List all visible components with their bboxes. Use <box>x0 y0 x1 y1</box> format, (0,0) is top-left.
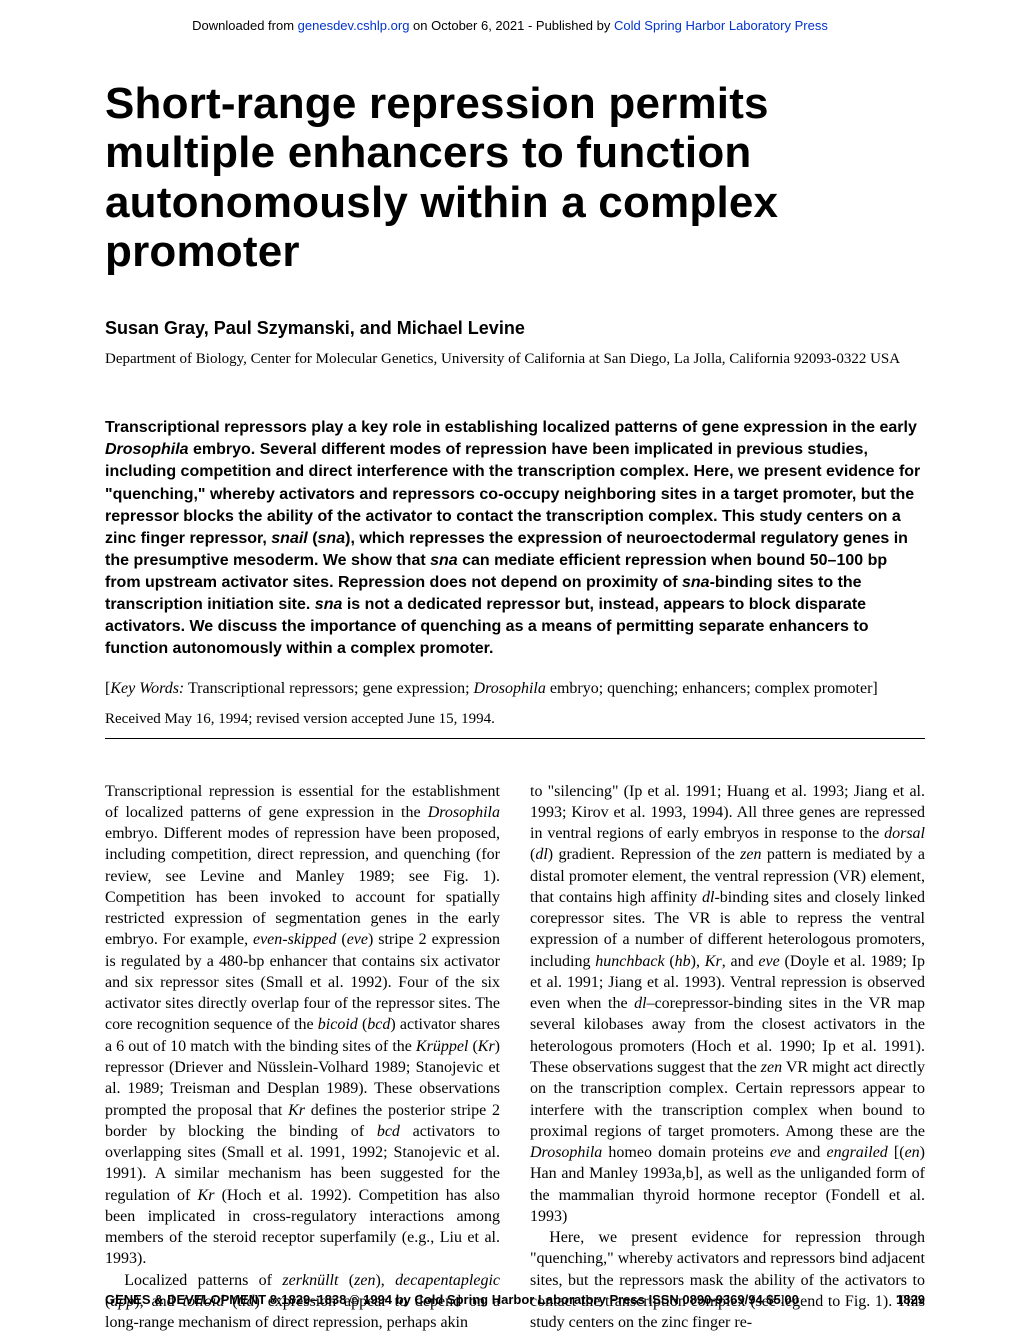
download-bar: Downloaded from genesdev.cshlp.org on Oc… <box>0 0 1020 41</box>
page-content: Short-range repression permits multiple … <box>0 79 1020 1333</box>
abstract: Transcriptional repressors play a key ro… <box>105 417 925 660</box>
left-column: Transcriptional repression is essential … <box>105 781 500 1334</box>
right-p1: to "silencing" (Ip et al. 1991; Huang et… <box>530 781 925 1228</box>
download-mid: on October 6, 2021 - Published by <box>409 18 614 33</box>
received-line: Received May 16, 1994; revised version a… <box>105 711 925 728</box>
page-footer: GENES & DEVELOPMENT 8:1829–1838 © 1994 b… <box>105 1292 925 1307</box>
article-title: Short-range repression permits multiple … <box>105 79 925 276</box>
authors: Susan Gray, Paul Szymanski, and Michael … <box>105 318 925 339</box>
footer-citation: GENES & DEVELOPMENT 8:1829–1838 © 1994 b… <box>105 1292 799 1307</box>
site-link[interactable]: genesdev.cshlp.org <box>298 18 410 33</box>
left-p1: Transcriptional repression is essential … <box>105 781 500 1270</box>
right-p2: Here, we present evidence for repression… <box>530 1227 925 1333</box>
page-number: 1829 <box>872 1292 925 1307</box>
right-column: to "silencing" (Ip et al. 1991; Huang et… <box>530 781 925 1334</box>
affiliation: Department of Biology, Center for Molecu… <box>105 349 925 369</box>
download-prefix: Downloaded from <box>192 18 298 33</box>
section-rule <box>105 738 925 739</box>
keywords: [Key Words: Transcriptional repressors; … <box>105 678 925 700</box>
body-columns: Transcriptional repression is essential … <box>105 781 925 1334</box>
publisher-link[interactable]: Cold Spring Harbor Laboratory Press <box>614 18 828 33</box>
